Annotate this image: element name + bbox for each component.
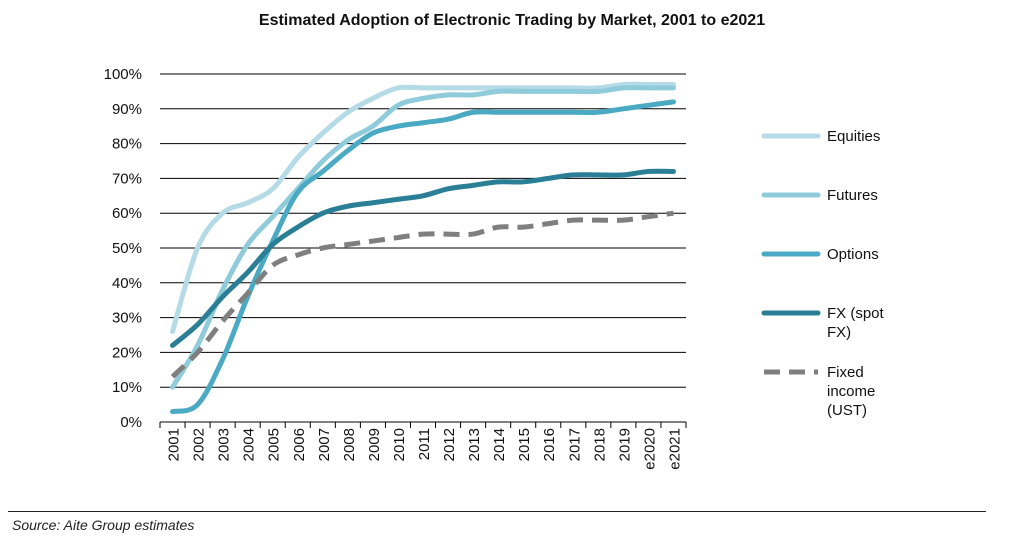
y-tick-label: 10% <box>112 379 142 396</box>
y-tick-label: 50% <box>112 240 142 257</box>
chart-title: Estimated Adoption of Electronic Trading… <box>258 12 766 29</box>
y-tick-label: 20% <box>112 344 142 361</box>
x-tick-label: 2010 <box>391 428 408 461</box>
x-tick-label: 2002 <box>191 428 208 461</box>
x-tick-label: 2008 <box>341 428 358 461</box>
y-tick-label: 30% <box>112 310 142 327</box>
y-tick-label: 40% <box>112 275 142 292</box>
source-divider <box>8 511 986 512</box>
gridlines <box>160 73 686 388</box>
x-tick-label: 2003 <box>216 428 233 461</box>
legend-label-equities: Equities <box>827 128 880 145</box>
y-tick-label: 60% <box>112 205 142 222</box>
y-tick-label: 100% <box>104 66 142 83</box>
x-tick-label: 2011 <box>416 428 433 460</box>
x-tick-label: 2013 <box>466 428 483 461</box>
x-tick-label: 2001 <box>166 428 183 461</box>
y-tick-label: 0% <box>120 414 142 431</box>
x-tick-label: 2004 <box>241 428 258 461</box>
x-tick-label: 2012 <box>441 428 458 461</box>
line-chart: 0%10%20%30%40%50%60%70%80%90%100% 2001 20… <box>104 66 885 470</box>
x-tick-label: 2009 <box>366 428 383 461</box>
axes <box>159 421 687 428</box>
x-tick-label: 2015 <box>516 428 533 461</box>
legend-label-fixed-income-ust: income <box>827 383 875 400</box>
legend-label-fx-spot-fx: FX) <box>827 324 851 341</box>
y-tick-label: 80% <box>112 136 142 153</box>
y-tick-label: 90% <box>112 101 142 118</box>
x-tick-label: 2016 <box>541 428 558 461</box>
x-tick-label: 2017 <box>566 428 583 461</box>
x-tick-label: 2019 <box>616 428 633 461</box>
series-line-options <box>170 99 676 415</box>
legend-label-fixed-income-ust: Fixed <box>827 364 864 381</box>
series-line-futures <box>170 85 676 390</box>
series-line-equities <box>170 81 676 335</box>
x-tick-label: 2005 <box>266 428 283 461</box>
x-tick-label: 2006 <box>291 428 308 461</box>
legend: Equities Futures Options FX (spot FX) Fixed in… <box>761 128 885 419</box>
legend-label-futures: Futures <box>827 187 878 204</box>
series-lines <box>170 81 676 415</box>
source-note: Source: Aite Group estimates <box>12 517 195 533</box>
y-tick-labels: 0% 10% 20% 30% 40% 50% 60% 70% 80% 90% 100% <box>104 66 142 431</box>
legend-label-options: Options <box>827 246 879 263</box>
x-tick-label: 2007 <box>316 428 333 461</box>
x-tick-label: e2020 <box>641 428 658 470</box>
series-line-fx-spot-fx <box>170 168 676 348</box>
legend-label-fixed-income-ust: (UST) <box>827 402 867 419</box>
series-line-fixed-income-ust <box>170 210 674 379</box>
x-tick-label: e2021 <box>666 428 683 470</box>
legend-label-fx-spot-fx: FX (spot <box>827 305 885 322</box>
x-tick-label: 2014 <box>491 428 508 461</box>
y-tick-label: 70% <box>112 170 142 187</box>
x-tick-labels: 2001 2002 2003 2004 2005 2006 2007 2008 2009 2010… <box>166 428 684 470</box>
x-tick-label: 2018 <box>591 428 608 461</box>
